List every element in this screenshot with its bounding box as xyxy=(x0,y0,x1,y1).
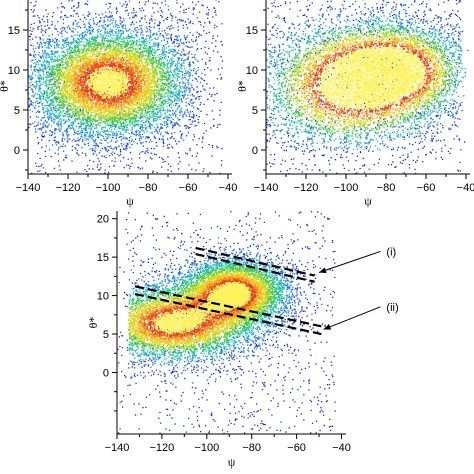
y-tick-label: 20 xyxy=(97,214,109,226)
annotation-arrowhead xyxy=(319,267,327,274)
density-level-8 xyxy=(137,276,261,342)
density-level-6 xyxy=(128,270,269,348)
annotation-arrow xyxy=(318,250,381,273)
panel-top-left: −140 −120 −100 −80 −60 −40 0 5 10 15 ψ θ* xyxy=(0,0,237,208)
x-tick-label: −60 xyxy=(417,182,436,194)
density-level-10 xyxy=(85,66,132,99)
x-tick-label: −120 xyxy=(56,182,81,194)
x-tick-label: −60 xyxy=(287,442,306,454)
density-points xyxy=(117,211,336,434)
annotation-arrow xyxy=(323,306,381,330)
density-level-1 xyxy=(129,237,323,384)
x-tick-label: −120 xyxy=(294,182,319,194)
density-level-3 xyxy=(128,260,284,360)
x-tick-label: −140 xyxy=(16,182,41,194)
density-level-10 xyxy=(317,45,428,112)
y-tick-label: 15 xyxy=(246,25,258,37)
y-tick-label: 10 xyxy=(8,65,20,77)
y-axis-title: θ* xyxy=(86,317,100,329)
panel-top-right: −140 −120 −100 −80 −60 −40 0 5 10 15 ψ θ* xyxy=(235,0,474,208)
density-points xyxy=(266,0,469,174)
dashed-boundary-2 xyxy=(134,285,322,328)
x-axis-title: ψ xyxy=(126,194,134,208)
y-tick-label: 10 xyxy=(97,291,109,303)
x-tick-label: −100 xyxy=(96,182,121,194)
x-tick-label: −100 xyxy=(334,182,359,194)
y-tick-label: 10 xyxy=(246,65,258,77)
x-tick-label: −140 xyxy=(105,442,130,454)
x-tick-label: −80 xyxy=(377,182,396,194)
density-level-9 xyxy=(77,60,139,105)
annotation-arrowhead xyxy=(323,324,332,330)
x-tick-label: −100 xyxy=(194,442,219,454)
x-tick-label: −40 xyxy=(219,182,238,194)
x-tick-label: −80 xyxy=(242,442,261,454)
density-points xyxy=(28,0,224,174)
y-axis-title: θ* xyxy=(0,80,11,92)
x-axis-title: ψ xyxy=(364,194,372,208)
dashed-boundary-3 xyxy=(134,292,322,336)
panel-bottom: −140 −120 −100 −80 −60 −40 0 5 10 15 20 ψ θ* (i) (ii) xyxy=(86,211,399,469)
x-tick-label: −80 xyxy=(139,182,158,194)
y-tick-label: 15 xyxy=(8,25,20,37)
x-tick-label: −40 xyxy=(332,442,351,454)
y-axis-title: θ* xyxy=(235,80,249,92)
x-tick-label: −140 xyxy=(254,182,279,194)
y-tick-label: 0 xyxy=(103,367,109,379)
x-tick-label: −120 xyxy=(150,442,175,454)
dashed-boundary-0 xyxy=(195,246,315,277)
x-tick-label: −60 xyxy=(179,182,198,194)
y-tick-label: 0 xyxy=(252,145,258,157)
y-tick-label: 5 xyxy=(103,329,109,341)
dashed-boundary-1 xyxy=(195,252,315,283)
x-axis-title: ψ xyxy=(228,455,236,469)
x-tick-label: −40 xyxy=(457,182,474,194)
y-tick-label: 0 xyxy=(14,145,20,157)
density-level-5 xyxy=(128,268,274,350)
density-level-10 xyxy=(150,281,252,335)
annotation-label: (ii) xyxy=(386,302,398,314)
density-level-8 xyxy=(71,57,146,108)
annotation-label: (i) xyxy=(386,246,396,258)
y-tick-label: 5 xyxy=(252,105,258,117)
density-level-2 xyxy=(129,255,294,367)
y-tick-label: 15 xyxy=(97,252,109,264)
y-tick-label: 5 xyxy=(14,105,20,117)
